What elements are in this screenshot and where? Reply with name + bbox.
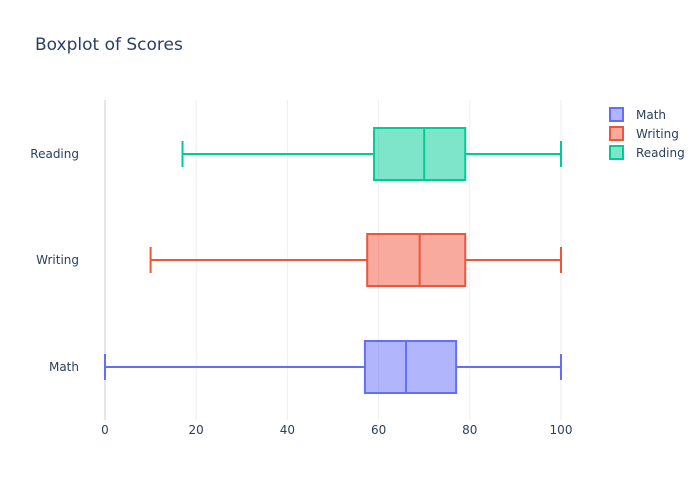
box-math[interactable] bbox=[104, 340, 562, 394]
x-tick-label: 20 bbox=[189, 423, 204, 437]
y-tick-label: Math bbox=[49, 360, 79, 374]
box-writing[interactable] bbox=[149, 233, 562, 287]
legend-label: Reading bbox=[636, 146, 685, 160]
box-reading[interactable] bbox=[181, 127, 562, 181]
chart-title: Boxplot of Scores bbox=[35, 35, 183, 55]
x-tick-label: 100 bbox=[550, 423, 573, 437]
y-tick-label: Writing bbox=[36, 253, 79, 267]
y-axis-tick-labels: Math Writing Reading bbox=[30, 147, 79, 374]
x-axis-tick-labels: 0 20 40 60 80 100 bbox=[101, 423, 572, 437]
legend-swatch bbox=[609, 145, 624, 160]
x-tick-label: 60 bbox=[371, 423, 386, 437]
x-tick-label: 80 bbox=[462, 423, 477, 437]
legend-item-writing[interactable]: Writing bbox=[609, 126, 679, 141]
legend-label: Writing bbox=[636, 127, 679, 141]
legend-label: Math bbox=[636, 108, 666, 122]
legend-item-reading[interactable]: Reading bbox=[609, 145, 685, 160]
legend[interactable]: Math Writing Reading bbox=[609, 107, 685, 160]
box-iqr bbox=[373, 127, 467, 181]
box-series bbox=[104, 127, 562, 394]
legend-swatch bbox=[609, 107, 624, 122]
box-iqr bbox=[363, 340, 458, 394]
x-tick-label: 0 bbox=[101, 423, 109, 437]
y-tick-label: Reading bbox=[30, 147, 79, 161]
x-tick-label: 40 bbox=[280, 423, 295, 437]
legend-item-math[interactable]: Math bbox=[609, 107, 666, 122]
legend-swatch bbox=[609, 126, 624, 141]
box-iqr bbox=[366, 233, 467, 287]
